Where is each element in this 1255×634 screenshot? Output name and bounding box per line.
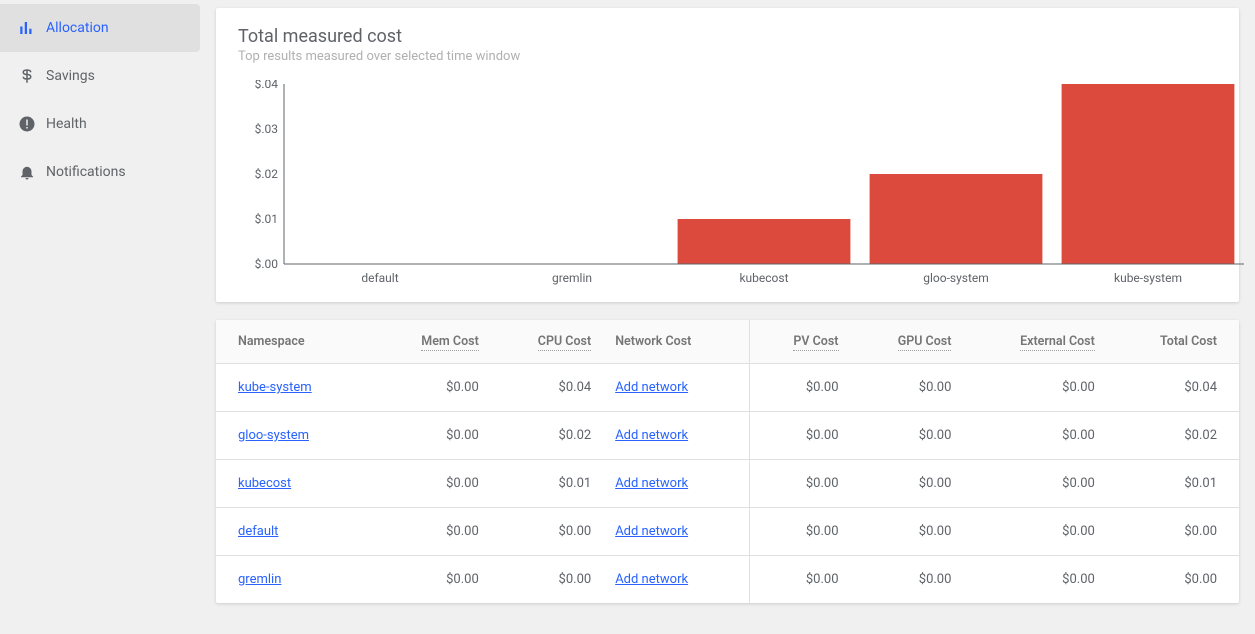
cost-table: NamespaceMem CostCPU CostNetwork CostPV … xyxy=(216,320,1239,603)
pv-cost-cell: $0.00 xyxy=(749,364,850,412)
svg-text:$.04: $.04 xyxy=(255,80,279,91)
network-cost-cell: Add network xyxy=(603,460,749,508)
chart-bar xyxy=(870,174,1043,264)
svg-text:$.00: $.00 xyxy=(255,257,279,271)
table-column-header: GPU Cost xyxy=(851,320,964,364)
namespace-link[interactable]: gremlin xyxy=(238,572,281,587)
add-network-link[interactable]: Add network xyxy=(615,428,688,443)
table-column-header: Namespace xyxy=(216,320,372,364)
add-network-link[interactable]: Add network xyxy=(615,572,688,587)
namespace-link[interactable]: kubecost xyxy=(238,476,291,491)
cost-bar-chart: $.00 $.01 $.02 $.03 $.04 default gremlin kubeco… xyxy=(238,80,1250,294)
total-cost-cell: $0.04 xyxy=(1107,364,1239,412)
chart-subtitle: Top results measured over selected time … xyxy=(238,49,1217,64)
table-column-header: Total Cost xyxy=(1107,320,1239,364)
table-header: NamespaceMem CostCPU CostNetwork CostPV … xyxy=(216,320,1239,364)
svg-text:$.02: $.02 xyxy=(255,167,279,181)
table-column-header: CPU Cost xyxy=(491,320,603,364)
namespace-cell: kube-system xyxy=(216,364,372,412)
sidebar-item-label: Health xyxy=(46,116,87,132)
table-column-header: Network Cost xyxy=(603,320,749,364)
dollar-icon xyxy=(18,67,46,85)
table-row: gloo-system$0.00$0.02Add network$0.00$0.… xyxy=(216,412,1239,460)
chart-card: Total measured cost Top results measured… xyxy=(216,8,1239,302)
svg-text:gremlin: gremlin xyxy=(552,271,592,285)
namespace-link[interactable]: gloo-system xyxy=(238,428,309,443)
bar-chart-icon xyxy=(18,19,46,37)
cpu-cost-cell: $0.01 xyxy=(491,460,603,508)
cost-table-card: NamespaceMem CostCPU CostNetwork CostPV … xyxy=(216,320,1239,603)
svg-text:kubecost: kubecost xyxy=(739,271,788,285)
table-body: kube-system$0.00$0.04Add network$0.00$0.… xyxy=(216,364,1239,604)
table-row: kube-system$0.00$0.04Add network$0.00$0.… xyxy=(216,364,1239,412)
chart-title: Total measured cost xyxy=(238,26,1217,47)
cpu-cost-cell: $0.00 xyxy=(491,508,603,556)
sidebar-item-label: Allocation xyxy=(46,20,109,36)
chart-bar xyxy=(678,219,851,264)
sidebar-item-allocation[interactable]: Allocation xyxy=(0,4,200,52)
bell-icon xyxy=(18,163,46,181)
namespace-link[interactable]: default xyxy=(238,524,278,539)
chart-area: $.00 $.01 $.02 $.03 $.04 default gremlin kubeco… xyxy=(238,80,1217,294)
svg-text:gloo-system: gloo-system xyxy=(923,271,989,285)
table-row: kubecost$0.00$0.01Add network$0.00$0.00$… xyxy=(216,460,1239,508)
mem-cost-cell: $0.00 xyxy=(372,460,490,508)
gpu-cost-cell: $0.00 xyxy=(851,556,964,604)
namespace-cell: gloo-system xyxy=(216,412,372,460)
svg-text:$.03: $.03 xyxy=(255,122,278,136)
main-content: Total measured cost Top results measured… xyxy=(200,0,1255,634)
alert-circle-icon xyxy=(18,115,46,133)
gpu-cost-cell: $0.00 xyxy=(851,460,964,508)
add-network-link[interactable]: Add network xyxy=(615,380,688,395)
mem-cost-cell: $0.00 xyxy=(372,412,490,460)
gpu-cost-cell: $0.00 xyxy=(851,412,964,460)
add-network-link[interactable]: Add network xyxy=(615,524,688,539)
network-cost-cell: Add network xyxy=(603,556,749,604)
mem-cost-cell: $0.00 xyxy=(372,508,490,556)
pv-cost-cell: $0.00 xyxy=(749,556,850,604)
sidebar-item-notifications[interactable]: Notifications xyxy=(0,148,200,196)
table-row: gremlin$0.00$0.00Add network$0.00$0.00$0… xyxy=(216,556,1239,604)
total-cost-cell: $0.00 xyxy=(1107,508,1239,556)
external-cost-cell: $0.00 xyxy=(963,364,1106,412)
cpu-cost-cell: $0.00 xyxy=(491,556,603,604)
sidebar-item-savings[interactable]: Savings xyxy=(0,52,200,100)
total-cost-cell: $0.01 xyxy=(1107,460,1239,508)
add-network-link[interactable]: Add network xyxy=(615,476,688,491)
total-cost-cell: $0.00 xyxy=(1107,556,1239,604)
cpu-cost-cell: $0.04 xyxy=(491,364,603,412)
table-column-header: Mem Cost xyxy=(372,320,490,364)
pv-cost-cell: $0.00 xyxy=(749,508,850,556)
pv-cost-cell: $0.00 xyxy=(749,412,850,460)
sidebar-nav: Allocation Savings Health Notifications xyxy=(0,0,200,634)
svg-text:$.01: $.01 xyxy=(255,212,278,226)
namespace-cell: default xyxy=(216,508,372,556)
table-row: default$0.00$0.00Add network$0.00$0.00$0… xyxy=(216,508,1239,556)
mem-cost-cell: $0.00 xyxy=(372,364,490,412)
gpu-cost-cell: $0.00 xyxy=(851,508,964,556)
external-cost-cell: $0.00 xyxy=(963,508,1106,556)
namespace-cell: gremlin xyxy=(216,556,372,604)
gpu-cost-cell: $0.00 xyxy=(851,364,964,412)
network-cost-cell: Add network xyxy=(603,508,749,556)
table-column-header: PV Cost xyxy=(749,320,850,364)
sidebar-item-health[interactable]: Health xyxy=(0,100,200,148)
svg-text:kube-system: kube-system xyxy=(1114,271,1182,285)
namespace-link[interactable]: kube-system xyxy=(238,380,312,395)
external-cost-cell: $0.00 xyxy=(963,460,1106,508)
external-cost-cell: $0.00 xyxy=(963,412,1106,460)
namespace-cell: kubecost xyxy=(216,460,372,508)
network-cost-cell: Add network xyxy=(603,412,749,460)
total-cost-cell: $0.02 xyxy=(1107,412,1239,460)
pv-cost-cell: $0.00 xyxy=(749,460,850,508)
external-cost-cell: $0.00 xyxy=(963,556,1106,604)
table-column-header: External Cost xyxy=(963,320,1106,364)
mem-cost-cell: $0.00 xyxy=(372,556,490,604)
sidebar-item-label: Savings xyxy=(46,68,95,84)
network-cost-cell: Add network xyxy=(603,364,749,412)
cpu-cost-cell: $0.02 xyxy=(491,412,603,460)
sidebar-item-label: Notifications xyxy=(46,164,126,180)
chart-bar xyxy=(1062,84,1235,264)
svg-text:default: default xyxy=(361,271,398,285)
